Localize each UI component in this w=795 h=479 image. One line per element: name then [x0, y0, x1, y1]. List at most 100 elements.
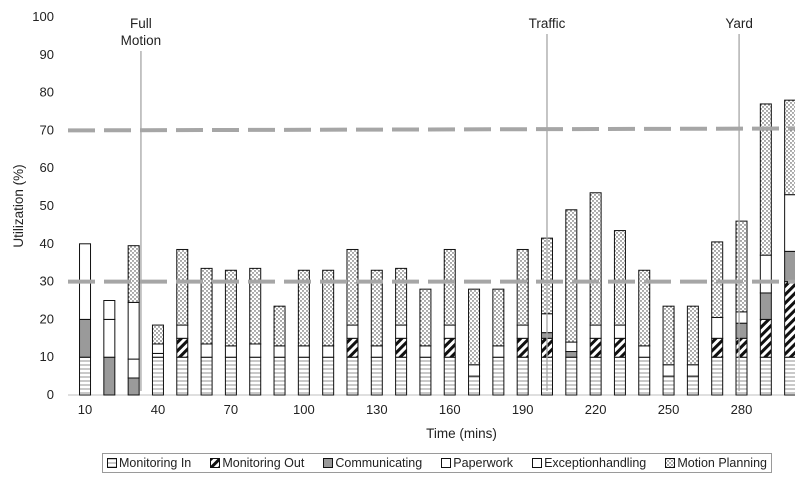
y-axis-title: Utilization (%) [11, 164, 26, 247]
x-tick-label: 70 [224, 402, 238, 417]
y-tick-label: 100 [32, 9, 54, 24]
bar-segment [370, 356, 383, 396]
bar-segment [273, 305, 286, 347]
bar-segment [662, 375, 675, 396]
x-tick-label: 280 [731, 402, 753, 417]
bar-stack [370, 269, 383, 396]
bar-segment [346, 337, 359, 358]
reference-line [67, 126, 795, 133]
bar-segment [249, 343, 262, 358]
bar-segment [127, 358, 140, 379]
bar-segment [735, 220, 748, 313]
bar-stack [711, 241, 724, 396]
bar-segment [395, 324, 408, 339]
legend-item: Monitoring Out [210, 456, 304, 470]
bar-segment [249, 267, 262, 345]
axes-layer: 0 10 20 30 40 50 60 70 80 90 100 10 40 70 100 130 160 190… [11, 9, 795, 441]
bar-segment [589, 324, 602, 339]
bar-segment [565, 209, 578, 343]
bar-segment [443, 337, 456, 358]
bar-segment [443, 324, 456, 339]
bar-segment [516, 324, 529, 339]
bar-segment [151, 352, 164, 358]
bar-segment [395, 267, 408, 326]
bar-segment [686, 305, 699, 366]
annotation-label: Full [130, 16, 152, 31]
legend-item: Paperwork [441, 456, 513, 470]
bar-segment [443, 248, 456, 326]
bar-stack [613, 230, 626, 396]
legend-label: Paperwork [453, 456, 514, 470]
bar-stack [176, 248, 189, 396]
bar-segment [297, 345, 310, 358]
bar-segment [151, 356, 164, 396]
annotations-layer: Full Motion Traffic Yard [121, 16, 753, 391]
bar-segment [589, 337, 602, 358]
bar-segment [273, 345, 286, 358]
bar-segment [224, 345, 237, 358]
bar-stack [151, 324, 164, 396]
bar-segment [638, 345, 651, 358]
legend: Monitoring In Monitoring Out Communicating… [102, 453, 772, 473]
bar-segment [346, 248, 359, 326]
bar-segment [346, 324, 359, 339]
legend-label: Monitoring Out [222, 456, 305, 470]
y-tick-label: 0 [47, 387, 54, 402]
legend-swatch [665, 458, 676, 468]
bar-segment [200, 267, 213, 345]
bar-stack [395, 267, 408, 396]
bar-segment [249, 356, 262, 396]
bar-segment [589, 192, 602, 326]
bar-segment [127, 301, 140, 360]
bar-segment [759, 292, 772, 320]
bar-segment [322, 356, 335, 396]
bar-stack [273, 305, 286, 396]
bar-segment [297, 269, 310, 347]
bar-segment [784, 194, 795, 252]
bar-segment [103, 318, 116, 358]
legend-label: Exceptionhandling [544, 456, 647, 470]
bar-segment [492, 345, 505, 358]
bar-segment [662, 305, 675, 366]
bar-segment [297, 356, 310, 396]
legend-item: Exceptionhandling [532, 456, 646, 470]
bar-segment [613, 324, 626, 339]
bar-stack [589, 192, 602, 396]
bar-segment [151, 324, 164, 345]
bar-stack [565, 209, 578, 396]
annotation-label: Yard [725, 16, 753, 31]
bar-segment [176, 324, 189, 339]
bar-segment [784, 250, 795, 283]
x-tick-label: 10 [78, 402, 92, 417]
legend-swatch [107, 458, 117, 468]
bar-segment [395, 356, 408, 396]
bar-segment [127, 377, 140, 396]
bar-segment [565, 351, 578, 358]
legend-label: Motion Planning [677, 456, 767, 470]
bar-stack [224, 269, 237, 396]
bar-stack [492, 288, 505, 396]
bar-segment [346, 356, 359, 396]
x-tick-label: 190 [512, 402, 534, 417]
x-tick-label: 100 [293, 402, 315, 417]
bar-segment [662, 364, 675, 377]
bar-segment [735, 322, 748, 339]
bar-stack [784, 99, 795, 396]
bar-segment [735, 311, 748, 324]
bar-segment [613, 230, 626, 326]
bar-segment [638, 269, 651, 347]
bar-segment [322, 269, 335, 347]
bar-segment [759, 356, 772, 396]
bar-stack [297, 269, 310, 396]
bar-segment [468, 375, 481, 396]
bar-stack [443, 248, 456, 396]
bar-segment [176, 248, 189, 326]
legend-item: Motion Planning [665, 456, 767, 470]
bar-segment [468, 288, 481, 366]
bar-segment [200, 356, 213, 396]
y-tick-label: 70 [40, 122, 54, 137]
bar-segment [419, 345, 432, 358]
annotation-label: Motion [121, 33, 162, 48]
